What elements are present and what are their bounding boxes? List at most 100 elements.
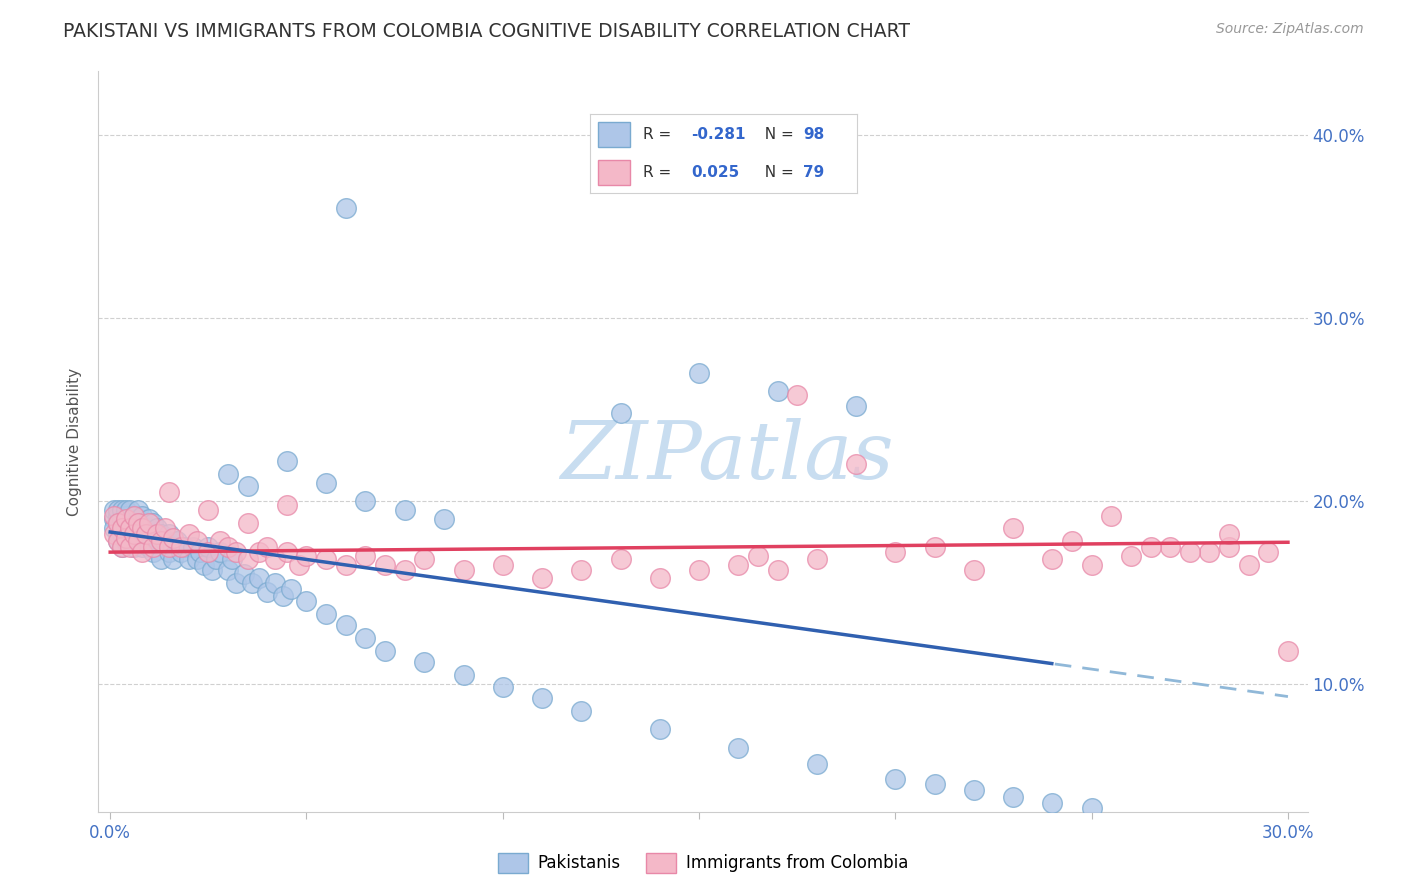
Point (103, 508, 125, 523)
Text: R =: R = (643, 127, 676, 142)
Point (103, 526, 125, 541)
Point (924, 540, 946, 554)
Point (884, 545, 907, 559)
Point (150, 534, 173, 549)
Point (181, 540, 204, 554)
Point (157, 540, 180, 554)
Point (131, 521, 153, 535)
Point (131, 545, 153, 559)
Point (127, 526, 149, 541)
Point (157, 545, 180, 559)
Point (162, 531, 184, 545)
Point (115, 512, 138, 526)
Point (103, 503, 125, 517)
Point (1218, 540, 1240, 554)
Point (276, 545, 298, 559)
Point (115, 508, 138, 523)
Text: PAKISTANI VS IMMIGRANTS FROM COLOMBIA COGNITIVE DISABILITY CORRELATION CHART: PAKISTANI VS IMMIGRANTS FROM COLOMBIA CO… (63, 22, 910, 41)
Point (205, 552, 228, 566)
Point (127, 512, 149, 526)
Point (315, 475, 337, 490)
Point (197, 503, 219, 517)
Point (197, 540, 219, 554)
Point (111, 540, 134, 554)
Point (115, 503, 138, 517)
Point (135, 534, 157, 549)
Point (111, 540, 134, 554)
Point (170, 540, 193, 554)
Point (766, 384, 789, 399)
Text: N =: N = (755, 127, 799, 142)
Point (115, 534, 138, 549)
Point (232, 567, 254, 582)
Point (162, 540, 184, 554)
Point (217, 467, 239, 481)
Point (374, 558, 396, 572)
Point (453, 667, 475, 681)
Point (1080, 558, 1102, 572)
Point (648, 571, 671, 585)
Point (118, 540, 141, 554)
Point (122, 540, 145, 554)
Text: -0.281: -0.281 (692, 127, 745, 142)
Point (131, 540, 153, 554)
Point (256, 540, 278, 554)
Text: 98: 98 (803, 127, 825, 142)
Point (225, 576, 247, 591)
Point (276, 454, 298, 468)
Point (1042, 552, 1064, 566)
Point (107, 508, 129, 523)
Point (193, 558, 215, 572)
Point (963, 782, 986, 797)
Point (1139, 540, 1161, 554)
Point (236, 479, 259, 493)
Point (1237, 558, 1260, 572)
Text: 0.025: 0.025 (692, 165, 740, 180)
Point (190, 545, 212, 559)
Point (1099, 508, 1122, 523)
Point (142, 545, 165, 559)
Point (122, 508, 145, 523)
Point (138, 512, 160, 526)
Point (201, 563, 224, 577)
FancyBboxPatch shape (598, 122, 630, 147)
Point (107, 503, 129, 517)
Point (492, 558, 515, 572)
Point (1277, 644, 1299, 658)
Point (1002, 790, 1025, 805)
Point (111, 521, 134, 535)
Point (107, 526, 129, 541)
Point (315, 552, 337, 566)
Point (727, 558, 749, 572)
Point (115, 521, 138, 535)
Point (157, 484, 180, 499)
Point (766, 563, 789, 577)
Point (118, 526, 141, 541)
Point (727, 740, 749, 755)
Point (118, 516, 141, 530)
Point (162, 552, 184, 566)
Point (138, 526, 160, 541)
Point (287, 558, 309, 572)
Point (111, 503, 134, 517)
Point (118, 503, 141, 517)
Point (1257, 545, 1279, 559)
Point (1002, 521, 1025, 535)
Point (209, 534, 232, 549)
Text: N =: N = (755, 165, 799, 180)
Point (335, 558, 357, 572)
Point (845, 458, 868, 472)
Point (173, 540, 195, 554)
Point (157, 526, 180, 541)
Point (118, 521, 141, 535)
Point (186, 552, 208, 566)
Point (1060, 534, 1083, 549)
Point (845, 399, 868, 413)
Text: Source: ZipAtlas.com: Source: ZipAtlas.com (1216, 22, 1364, 37)
Point (1080, 801, 1102, 815)
Point (142, 516, 165, 530)
Point (153, 534, 176, 549)
Point (295, 594, 318, 608)
Point (1218, 526, 1240, 541)
Point (295, 549, 318, 563)
